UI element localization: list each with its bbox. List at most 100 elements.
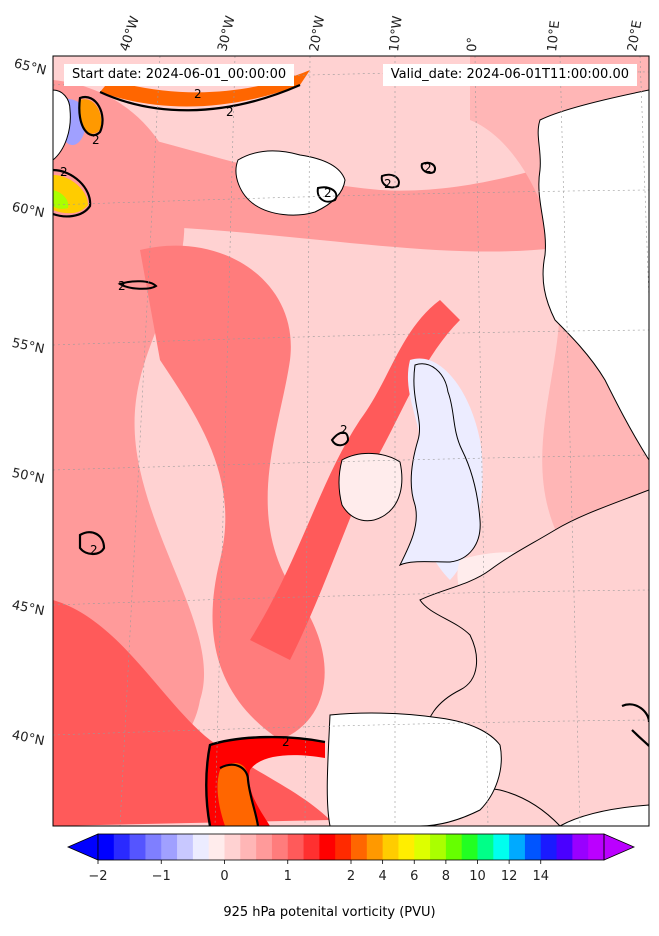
- lon-label: 20°W: [307, 15, 328, 53]
- colorbar-cell: [129, 834, 146, 860]
- colorbar-cell: [161, 834, 178, 860]
- colorbar-cell: [113, 834, 131, 860]
- colorbar-ticks: −2 −1 0 1 2 4 6 8 10 12 14: [88, 860, 549, 884]
- colorbar-cell: [240, 834, 257, 860]
- colorbar-cell: [208, 834, 225, 860]
- colorbar-cell: [461, 834, 478, 860]
- colorbar-cell: [256, 834, 273, 860]
- pv2-contour-west: [53, 168, 92, 218]
- great-britain-land: [398, 363, 481, 567]
- colorbar-cell: [382, 834, 399, 860]
- colorbar: −2 −1 0 1 2 4 6 8 10 12 14: [66, 833, 636, 884]
- contour-label: 2: [282, 735, 290, 749]
- lat-label: 55°N: [10, 336, 45, 357]
- lat-label: 65°N: [12, 56, 47, 78]
- colorbar-cell: [572, 834, 589, 860]
- colorbar-tick-label: 10: [469, 869, 486, 884]
- colorbar-cell: [287, 834, 305, 860]
- contour-label: 2: [194, 87, 202, 101]
- pv2-contour-east: [380, 173, 400, 189]
- colorbar-tick-label: 2: [347, 869, 355, 884]
- colorbar-cell: [271, 834, 289, 860]
- colorbar-cell: [414, 834, 431, 860]
- lat-label: 45°N: [10, 598, 45, 619]
- ireland-land: [338, 453, 403, 522]
- colorbar-cell: [556, 834, 573, 860]
- colorbar-cell: [540, 834, 558, 860]
- colorbar-cells: [98, 834, 605, 860]
- iberia-land: [326, 712, 502, 826]
- contour-label: 2: [340, 423, 348, 437]
- scandinavia-land: [537, 89, 649, 461]
- contour-label: 2: [92, 133, 100, 147]
- pv2-contour-mid: [117, 280, 158, 290]
- colorbar-cell: [477, 834, 494, 860]
- pv2-contour-sw: [205, 735, 326, 826]
- lon-label: 10°W: [387, 15, 406, 52]
- colorbar-cell: [351, 834, 368, 860]
- greenland-land: [53, 89, 71, 161]
- pv2-contour-atlantic: [78, 531, 106, 556]
- colorbar-cell: [192, 834, 210, 860]
- contour-label: 2: [424, 161, 432, 175]
- colorbar-cell: [319, 834, 336, 860]
- lon-label: 0°: [465, 37, 481, 52]
- colorbar-tick-label: 6: [410, 869, 418, 884]
- pv2-contour-greenland: [78, 95, 104, 137]
- colorbar-cell: [177, 834, 194, 860]
- contour-label: 2: [324, 186, 332, 200]
- colorbar-cell: [98, 834, 115, 860]
- pv-max-north-core: [79, 99, 102, 134]
- contour-label: 2: [90, 543, 98, 557]
- map-area: 2 2 2 2 2 2 2 2 2 2 2: [53, 56, 649, 826]
- colorbar-max-extend: [603, 833, 636, 861]
- colorbar-tick-label: 0: [220, 869, 228, 884]
- pv2-contour-north: [99, 83, 301, 112]
- pv2-contour-iceland: [316, 186, 338, 203]
- lon-label: 30°W: [215, 14, 238, 53]
- colorbar-cell: [366, 834, 384, 860]
- colorbar-cell: [445, 834, 463, 860]
- lon-label: 40°W: [118, 14, 143, 53]
- pv2-contour-ireland-west: [330, 431, 350, 447]
- pv2-contour-sw-inner: [219, 763, 260, 826]
- colorbar-cell: [335, 834, 352, 860]
- colorbar-cell: [588, 834, 605, 860]
- lat-label: 50°N: [10, 466, 45, 487]
- start-date-label: Start date: 2024-06-01_00:00:00: [64, 64, 295, 86]
- lat-labels: 65°N 60°N 55°N 50°N 45°N 40°N: [10, 56, 47, 749]
- colorbar-tick-label: 8: [442, 869, 450, 884]
- lon-label: 20°E: [625, 19, 645, 52]
- pv-region-lowlats: [53, 600, 330, 826]
- pv2-contour-east2: [420, 161, 436, 174]
- colorbar-tick-label: 4: [378, 869, 386, 884]
- lon-labels: 40°W 30°W 20°W 10°W 0° 10°E 20°E: [118, 14, 646, 53]
- contour-label: 2: [60, 165, 68, 179]
- graticule: [53, 56, 649, 826]
- contour-label: 2: [384, 177, 392, 191]
- colorbar-label: 925 hPa potenital vorticity (PVU): [223, 905, 436, 920]
- colorbar-cell: [509, 834, 526, 860]
- colorbar-min-extend: [66, 833, 99, 861]
- contour-label: 2: [226, 105, 234, 119]
- colorbar-cell: [524, 834, 542, 860]
- colorbar-tick-label: 1: [284, 869, 292, 884]
- colorbar-cell: [224, 834, 241, 860]
- colorbar-cell: [303, 834, 320, 860]
- colorbar-tick-label: 12: [501, 869, 518, 884]
- colorbar-tick-label: 14: [532, 869, 549, 884]
- lat-label: 40°N: [10, 728, 45, 749]
- contour-label: 2: [118, 279, 126, 293]
- valid-date-label: Valid_date: 2024-06-01T11:00:00.00: [382, 64, 637, 86]
- colorbar-cell: [398, 834, 415, 860]
- colorbar-cell: [430, 834, 447, 860]
- colorbar-cell: [145, 834, 162, 860]
- colorbar-tick-label: −2: [88, 869, 107, 884]
- pv-max-north: [100, 70, 310, 107]
- colorbar-cell: [493, 834, 510, 860]
- lat-label: 60°N: [10, 200, 45, 221]
- colorbar-tick-label: −1: [152, 869, 171, 884]
- lon-label: 10°E: [545, 20, 563, 53]
- map-frame: [52, 55, 650, 827]
